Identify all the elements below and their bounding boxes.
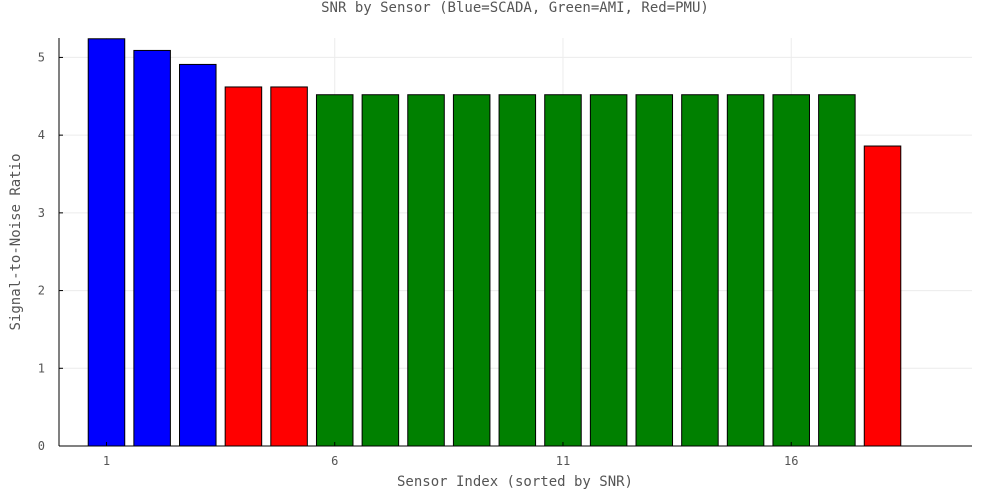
y-tick-label: 1 bbox=[38, 361, 45, 375]
axes bbox=[58, 38, 972, 447]
bar-sensor-16 bbox=[772, 94, 810, 447]
y-tick-label: 4 bbox=[38, 128, 45, 142]
x-tick-label: 11 bbox=[556, 454, 570, 468]
bar-sensor-4 bbox=[224, 86, 263, 447]
x-tick-label: 16 bbox=[784, 454, 798, 468]
y-tick-label: 0 bbox=[38, 439, 45, 453]
bar-sensor-12 bbox=[589, 94, 628, 447]
y-tick-label: 3 bbox=[38, 206, 45, 220]
bar-sensor-9 bbox=[452, 94, 491, 447]
bar-sensor-8 bbox=[407, 94, 445, 447]
bar-sensor-17 bbox=[818, 94, 856, 447]
bar-sensor-1 bbox=[87, 38, 126, 447]
bar-sensor-7 bbox=[361, 94, 400, 447]
y-axis-label: Signal-to-Noise Ratio bbox=[8, 153, 24, 330]
bar-sensor-11 bbox=[544, 94, 582, 447]
bar-sensor-10 bbox=[498, 94, 537, 447]
bar-sensor-13 bbox=[635, 94, 674, 447]
x-tick-label: 6 bbox=[331, 454, 338, 468]
chart-title: SNR by Sensor (Blue=SCADA, Green=AMI, Re… bbox=[321, 0, 709, 16]
x-tick-label: 1 bbox=[103, 454, 110, 468]
x-axis-label: Sensor Index (sorted by SNR) bbox=[397, 474, 633, 490]
bar-sensor-18 bbox=[863, 145, 902, 447]
bars-group bbox=[87, 38, 902, 447]
y-tick-label: 2 bbox=[38, 284, 45, 298]
bar-sensor-14 bbox=[681, 94, 719, 447]
bar-sensor-15 bbox=[726, 94, 765, 447]
y-tick-label: 5 bbox=[38, 50, 45, 64]
bar-sensor-2 bbox=[133, 49, 171, 447]
bar-sensor-6 bbox=[315, 94, 354, 447]
bar-sensor-5 bbox=[270, 86, 308, 447]
bar-sensor-3 bbox=[179, 63, 217, 447]
